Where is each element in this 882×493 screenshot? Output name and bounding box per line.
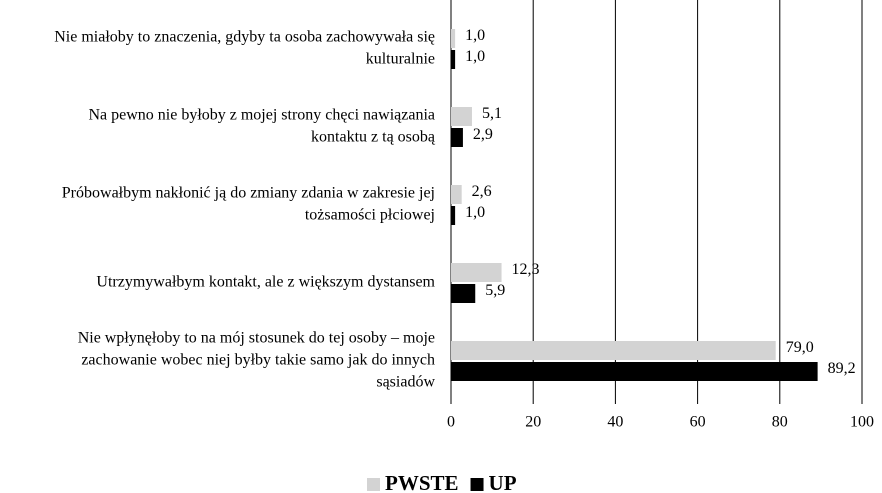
value-label: 2,9 bbox=[473, 126, 493, 143]
x-tick-label: 100 bbox=[850, 414, 874, 431]
bar bbox=[451, 29, 456, 48]
x-tick-label: 20 bbox=[525, 414, 541, 431]
value-label: 5,9 bbox=[485, 282, 505, 299]
value-label: 89,2 bbox=[828, 360, 856, 377]
x-tick-label: 80 bbox=[772, 414, 788, 431]
category-label: Na pewno nie byłoby z mojej strony chęci… bbox=[88, 107, 435, 124]
bar bbox=[451, 284, 476, 303]
x-tick-label: 40 bbox=[607, 414, 623, 431]
x-tick-label: 60 bbox=[690, 414, 706, 431]
category-label: Próbowałbym nakłonić ją do zmiany zdania… bbox=[62, 185, 435, 202]
bar bbox=[451, 263, 502, 282]
bar bbox=[451, 107, 472, 126]
category-label: tożsamości płciowej bbox=[305, 207, 435, 224]
category-label: Utrzymywałbym kontakt, ale z większym dy… bbox=[96, 274, 435, 291]
value-label: 12,3 bbox=[512, 261, 540, 278]
bar bbox=[451, 50, 456, 69]
bar bbox=[451, 362, 818, 381]
category-label: Nie miałoby to znaczenia, gdyby ta osoba… bbox=[54, 29, 435, 46]
legend-label: PWSTE bbox=[385, 471, 459, 493]
category-label: Nie wpłynęłoby to na mój stosunek do tej… bbox=[78, 330, 435, 347]
value-label: 79,0 bbox=[786, 339, 814, 356]
category-label: kulturalnie bbox=[366, 51, 435, 68]
bar bbox=[451, 185, 462, 204]
category-label: sąsiadów bbox=[376, 374, 435, 391]
legend-swatch bbox=[367, 478, 380, 491]
bar bbox=[451, 206, 456, 225]
category-label: zachowanie wobec niej byłby takie samo j… bbox=[81, 352, 435, 369]
legend-swatch bbox=[470, 478, 484, 491]
category-label: kontaktu z tą osobą bbox=[311, 129, 436, 146]
legend-label: UP bbox=[489, 471, 517, 493]
x-tick-label: 0 bbox=[447, 414, 455, 431]
value-label: 5,1 bbox=[482, 105, 502, 122]
value-label: 1,0 bbox=[465, 204, 485, 221]
value-label: 1,0 bbox=[465, 48, 485, 65]
bar bbox=[451, 341, 776, 360]
value-label: 1,0 bbox=[465, 27, 485, 44]
value-label: 2,6 bbox=[472, 183, 492, 200]
bar bbox=[451, 128, 463, 147]
